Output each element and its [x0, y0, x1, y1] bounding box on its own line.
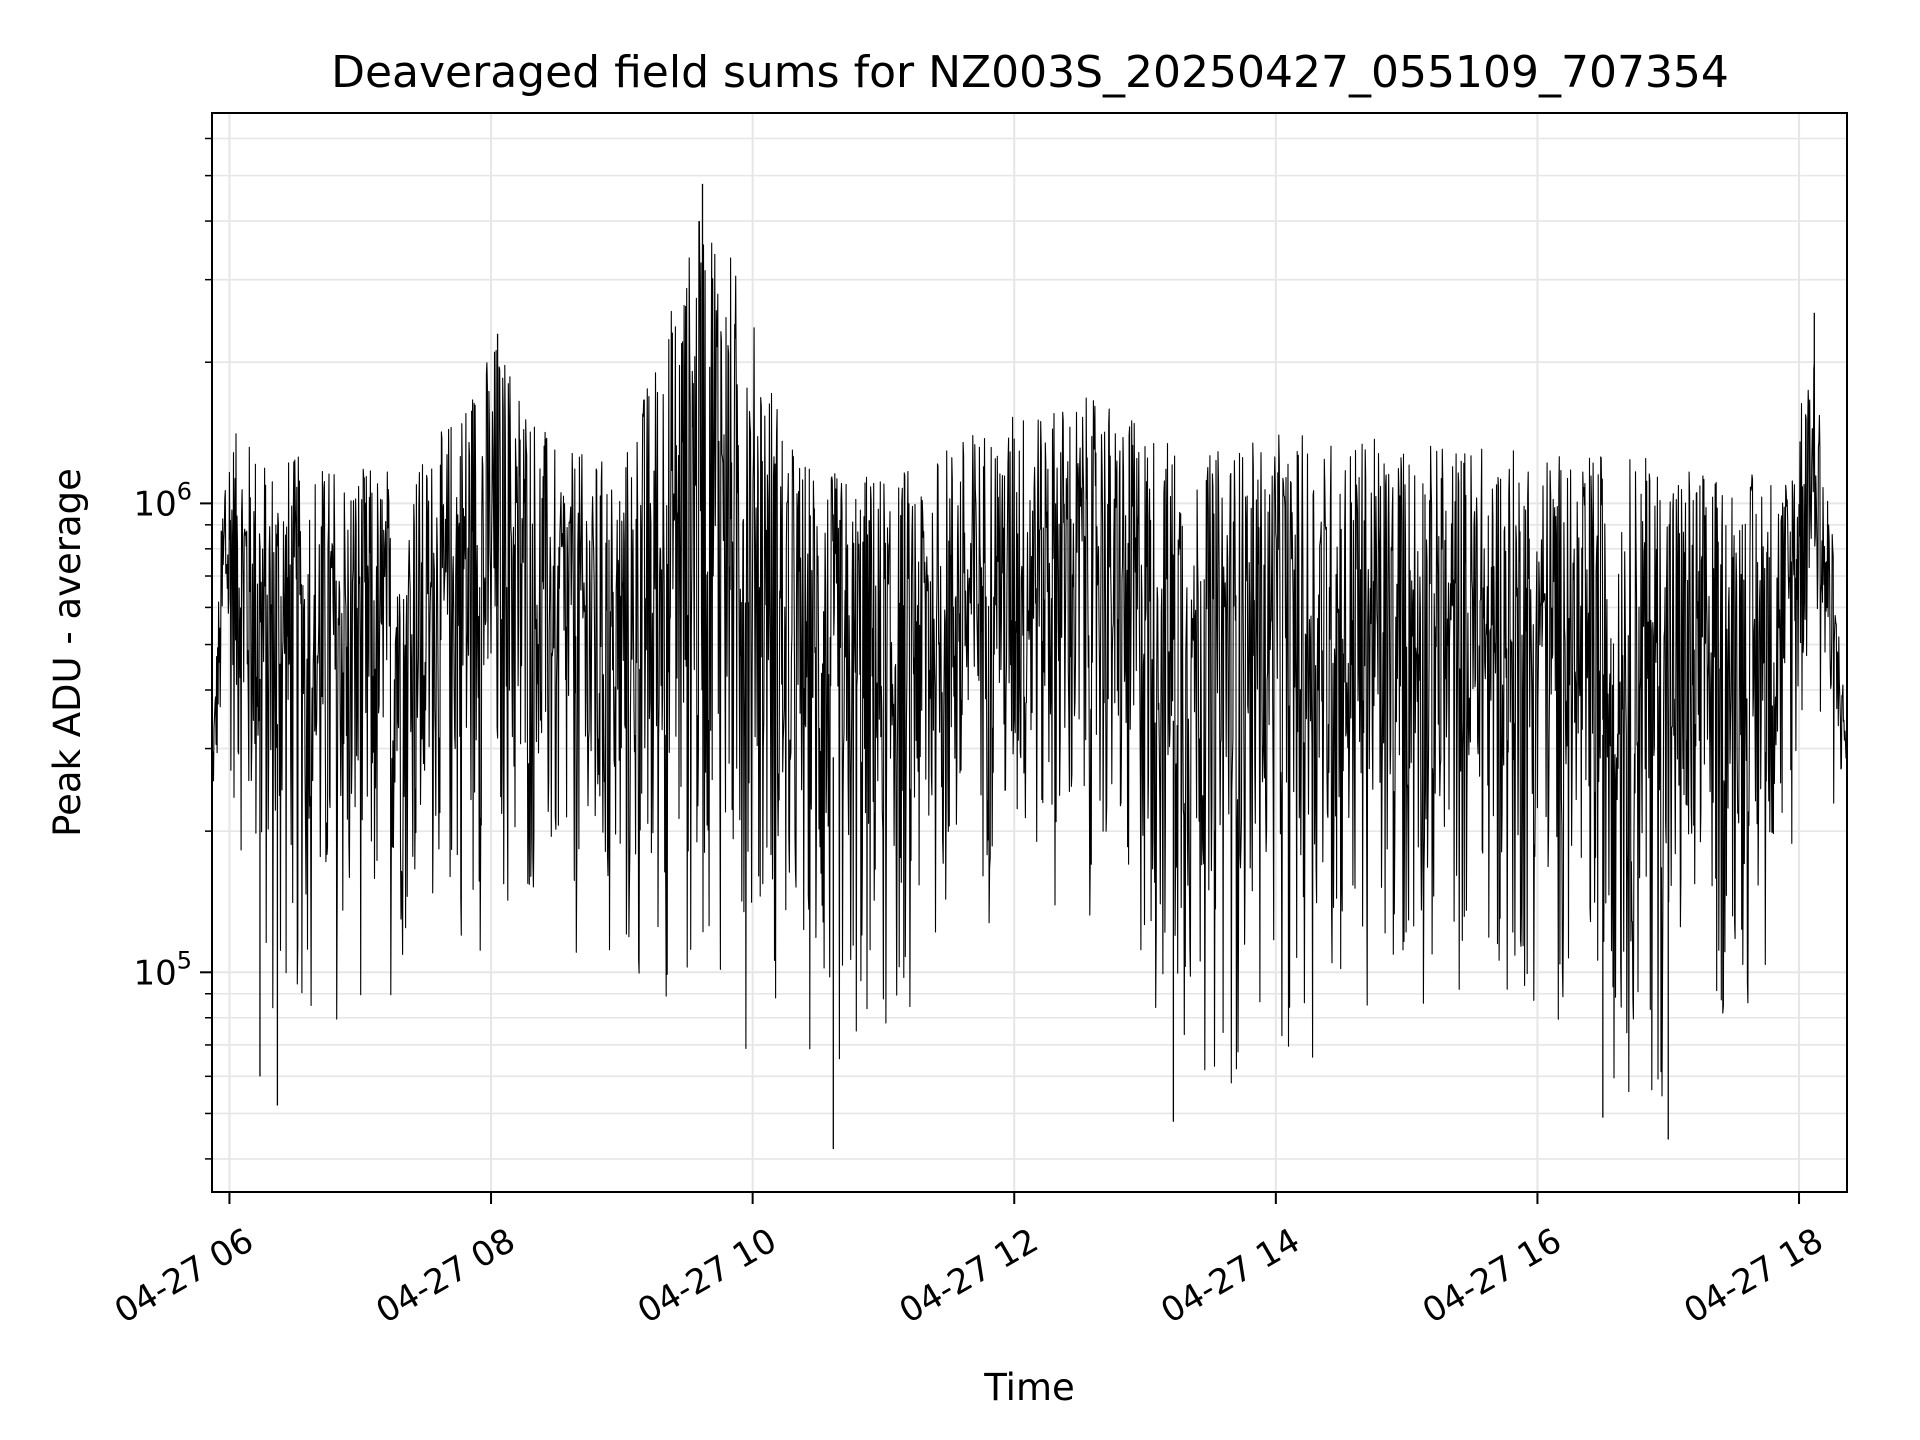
x-axis-label: Time — [983, 1366, 1075, 1409]
y-axis-label: Peak ADU - average — [46, 468, 89, 837]
y-axis: 105 106 — [133, 137, 212, 1160]
y-tick-label: 106 — [133, 477, 192, 524]
chart-title: Deaveraged field sums for NZ003S_2025042… — [331, 47, 1729, 98]
plot-frame — [211, 112, 1848, 1193]
series-line — [211, 183, 1848, 1149]
y-tick-label: 105 — [133, 946, 192, 993]
series-line-path — [211, 220, 1848, 1097]
